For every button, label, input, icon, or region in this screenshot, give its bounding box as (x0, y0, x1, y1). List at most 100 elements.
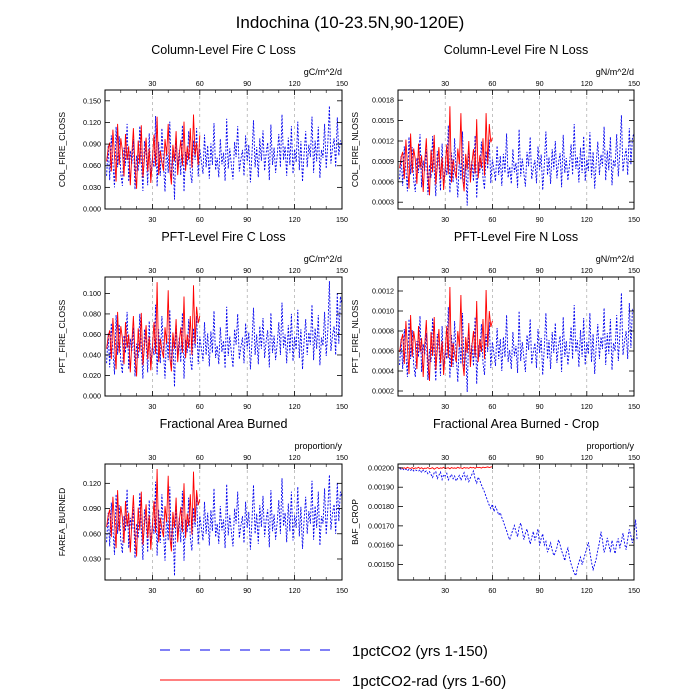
y-tick-label: 0.150 (83, 96, 101, 105)
x-tick-label: 150 (628, 586, 640, 595)
series-line-1pctco2 (399, 292, 635, 393)
units-label: proportion/y (586, 441, 634, 451)
legend: 1pctCO2 (yrs 1-150) 1pctCO2-rad (yrs 1-6… (160, 643, 506, 690)
y-tick-label: 0.0015 (372, 116, 394, 125)
top-x-tick-label: 60 (488, 453, 496, 462)
top-x-tick-label: 90 (243, 79, 251, 88)
top-x-tick-label: 150 (628, 266, 640, 275)
y-tick-label: 0.00150 (368, 560, 394, 569)
y-tick-label: 0.090 (83, 140, 101, 149)
chart-title: Column-Level Fire C Loss (151, 43, 296, 57)
y-tick-label: 0.100 (83, 289, 101, 298)
top-x-tick-label: 60 (196, 79, 204, 88)
y-tick-label: 0.0009 (372, 157, 394, 166)
plot-frame (397, 276, 635, 397)
x-tick-label: 90 (536, 402, 544, 411)
x-tick-label: 60 (488, 215, 496, 224)
chart-title: PFT-Level Fire N Loss (454, 230, 578, 244)
units-label: gN/m^2/d (596, 254, 634, 264)
x-tick-label: 120 (581, 586, 593, 595)
series-line-1pctco2-rad (106, 114, 201, 189)
series-line-1pctco2 (106, 474, 343, 576)
x-tick-label: 30 (148, 402, 156, 411)
plot-frame (397, 463, 635, 581)
top-x-tick-label: 120 (581, 266, 593, 275)
top-x-tick-label: 150 (628, 79, 640, 88)
y-tick-label: 0.0012 (372, 287, 394, 296)
y-tick-label: 0.030 (83, 554, 101, 563)
top-x-tick-label: 90 (536, 79, 544, 88)
panels: 0.000 0.030 0.060 0.090 0.120 0.150 30 60 90 120 1… (57, 43, 640, 595)
y-tick-label: 0.0003 (372, 198, 394, 207)
x-tick-label: 150 (336, 402, 348, 411)
top-x-tick-label: 30 (148, 453, 156, 462)
chart-title: Fractional Area Burned - Crop (433, 417, 599, 431)
y-tick-label: 0.0008 (372, 327, 394, 336)
x-tick-label: 90 (536, 215, 544, 224)
y-tick-label: 0.120 (83, 118, 101, 127)
x-tick-label: 60 (488, 402, 496, 411)
y-axis-label: COL_FIRE_CLOSS (57, 112, 67, 187)
series-line-1pctco2 (106, 281, 343, 387)
y-tick-label: 0.060 (83, 161, 101, 170)
top-x-tick-label: 120 (581, 79, 593, 88)
x-tick-label: 30 (441, 402, 449, 411)
y-tick-label: 0.0004 (372, 367, 394, 376)
x-tick-label: 30 (441, 586, 449, 595)
page-title: Indochina (10-23.5N,90-120E) (236, 13, 465, 32)
x-tick-label: 90 (243, 215, 251, 224)
series-line-1pctco2-rad (106, 282, 201, 377)
y-tick-label: 0.060 (83, 529, 101, 538)
x-tick-label: 60 (196, 215, 204, 224)
top-x-tick-label: 120 (289, 453, 301, 462)
series-line-1pctco2 (399, 467, 638, 577)
y-tick-label: 0.00170 (368, 521, 394, 530)
chart-title: Fractional Area Burned (160, 417, 288, 431)
y-tick-label: 0.0002 (372, 387, 394, 396)
x-tick-label: 30 (441, 215, 449, 224)
y-tick-label: 0.0006 (372, 177, 394, 186)
legend-label-1pctco2-rad: 1pctCO2-rad (yrs 1-60) (352, 673, 506, 690)
chart-panel: 0.030 0.060 0.090 0.120 30 60 90 120 150 30 60 90 12… (57, 417, 348, 595)
top-x-tick-label: 120 (581, 453, 593, 462)
plot-frame (104, 89, 343, 210)
top-x-tick-label: 30 (441, 266, 449, 275)
x-tick-label: 90 (243, 586, 251, 595)
top-x-tick-label: 30 (441, 453, 449, 462)
top-x-tick-label: 60 (488, 266, 496, 275)
y-tick-label: 0.020 (83, 371, 101, 380)
top-x-tick-label: 30 (148, 266, 156, 275)
top-x-tick-label: 90 (536, 266, 544, 275)
x-tick-label: 120 (581, 402, 593, 411)
legend-label-1pctco2: 1pctCO2 (yrs 1-150) (352, 643, 488, 660)
top-x-tick-label: 90 (243, 453, 251, 462)
top-x-tick-label: 60 (196, 266, 204, 275)
x-tick-label: 150 (336, 215, 348, 224)
chart-title: PFT-Level Fire C Loss (161, 230, 285, 244)
plot-frame (104, 463, 343, 581)
y-tick-label: 0.0012 (372, 137, 394, 146)
chart-panel: 0.0002 0.0004 0.0006 0.0008 0.0010 0.0012 30 60… (350, 230, 640, 411)
units-label: gC/m^2/d (304, 254, 342, 264)
y-tick-label: 0.0018 (372, 96, 394, 105)
series-line-1pctco2-rad (106, 468, 201, 557)
y-tick-label: 0.040 (83, 350, 101, 359)
series-line-1pctco2 (106, 105, 343, 200)
top-x-tick-label: 150 (336, 79, 348, 88)
y-tick-label: 0.000 (83, 392, 101, 401)
x-tick-label: 30 (148, 215, 156, 224)
top-x-tick-label: 60 (196, 453, 204, 462)
x-tick-label: 150 (628, 402, 640, 411)
top-x-tick-label: 150 (336, 266, 348, 275)
x-tick-label: 90 (536, 586, 544, 595)
units-label: proportion/y (294, 441, 342, 451)
x-tick-label: 90 (243, 402, 251, 411)
x-tick-label: 60 (196, 586, 204, 595)
chart-panel: 0.000 0.030 0.060 0.090 0.120 0.150 30 60 90 120 1… (57, 43, 348, 224)
plot-frame (397, 89, 635, 210)
y-tick-label: 0.080 (83, 309, 101, 318)
y-tick-label: 0.00200 (368, 463, 394, 472)
y-axis-label: PFT_FIRE_CLOSS (57, 299, 67, 373)
y-axis-label: BAF_CROP (350, 499, 360, 545)
